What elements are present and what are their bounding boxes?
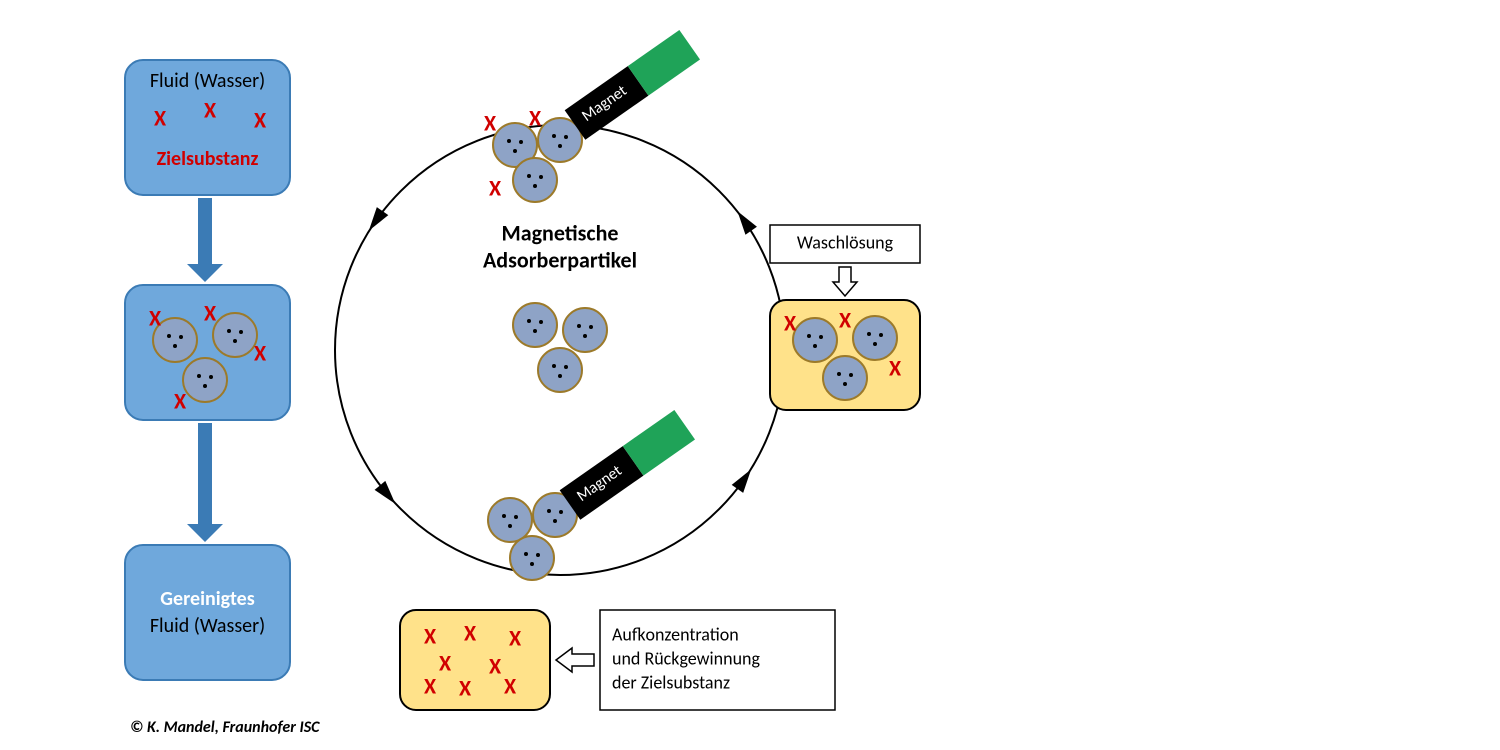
magnet-icon: Magnet — [565, 30, 700, 140]
target-x-icon: X — [424, 672, 437, 699]
adsorber-particle — [563, 308, 607, 352]
target-x-icon: X — [424, 622, 437, 649]
target-x-icon: X — [459, 674, 472, 701]
target-x-icon: X — [149, 304, 162, 331]
conc-line3: der Zielsubstanz — [612, 671, 730, 693]
magnet-icon: Magnet — [560, 410, 695, 520]
flow-arrow-head — [187, 524, 223, 542]
adsorber-particle — [793, 318, 837, 362]
credit-label: © K. Mandel, Fraunhofer ISC — [130, 718, 320, 737]
adsorber-particle — [513, 303, 557, 347]
cycle-arrowhead — [732, 469, 751, 493]
conc-line1: Aufkonzentration — [612, 623, 739, 645]
hollow-arrow — [833, 267, 857, 296]
target-x-icon: X — [784, 309, 797, 336]
wash-label: Waschlösung — [797, 231, 894, 253]
target-substance-label: Zielsubstanz — [157, 147, 259, 171]
adsorber-particle — [510, 536, 554, 580]
adsorber-particle — [213, 313, 257, 357]
adsorber-particle — [183, 358, 227, 402]
target-x-icon: X — [254, 106, 267, 133]
target-x-icon: X — [489, 652, 502, 679]
target-x-icon: X — [204, 96, 217, 123]
fluid-input-title: Fluid (Wasser) — [150, 69, 265, 93]
adsorber-particle — [513, 158, 557, 202]
target-x-icon: X — [484, 109, 497, 136]
flow-arrow-head — [187, 264, 223, 282]
cycle-arrowhead — [369, 207, 388, 231]
cycle-title-1: Magnetische — [502, 219, 619, 246]
target-x-icon: X — [889, 354, 902, 381]
target-x-icon: X — [254, 339, 267, 366]
target-x-icon: X — [439, 649, 452, 676]
target-x-icon: X — [204, 299, 217, 326]
target-x-icon: X — [464, 619, 477, 646]
target-x-icon: X — [509, 624, 522, 651]
adsorber-particle — [488, 498, 532, 542]
target-x-icon: X — [504, 672, 517, 699]
purified-label-1: Gereinigtes — [160, 587, 254, 611]
target-x-icon: X — [174, 387, 187, 414]
target-x-icon: X — [489, 174, 502, 201]
purified-label-2: Fluid (Wasser) — [150, 614, 265, 638]
conc-line2: und Rückgewinnung — [612, 647, 760, 669]
adsorber-particle — [823, 356, 867, 400]
adsorber-particle — [538, 348, 582, 392]
target-x-icon: X — [154, 104, 167, 131]
hollow-arrow — [556, 648, 594, 672]
cycle-arrowhead — [375, 481, 396, 504]
purified-fluid-box — [125, 545, 290, 680]
cycle-title-2: Adsorberpartikel — [483, 246, 637, 273]
cycle-arrowhead — [737, 211, 756, 235]
target-x-icon: X — [839, 306, 852, 333]
target-x-icon: X — [529, 104, 542, 131]
